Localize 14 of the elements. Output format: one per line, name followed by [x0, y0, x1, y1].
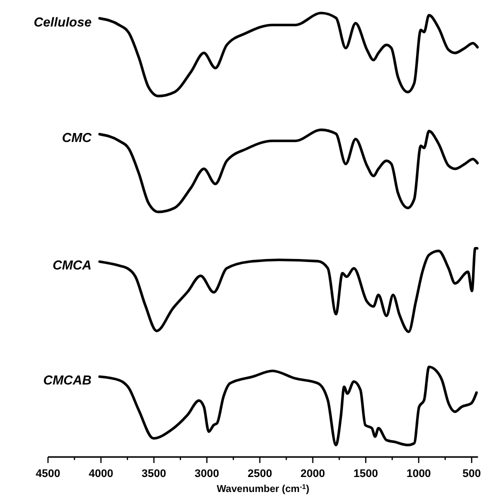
series-label: CMCAB — [43, 372, 92, 388]
x-tick-label: 3500 — [142, 468, 166, 480]
x-tick-label: 4500 — [36, 468, 60, 480]
series-label: CMCA — [52, 258, 92, 273]
series-label: CMC — [62, 130, 92, 146]
x-tick-label: 2500 — [248, 468, 272, 480]
x-tick-label: 500 — [462, 468, 481, 480]
x-tick-label: 1000 — [406, 468, 431, 480]
x-tick-label: 3000 — [194, 468, 220, 480]
x-tick-label: 4000 — [88, 468, 114, 480]
x-tick-label: 1500 — [353, 468, 378, 480]
x-axis-title: Wavenumber (cm$^{-1}$) — [216, 484, 310, 495]
x-tick-label: 2000 — [300, 468, 326, 480]
series-label: Cellulose — [34, 14, 92, 30]
